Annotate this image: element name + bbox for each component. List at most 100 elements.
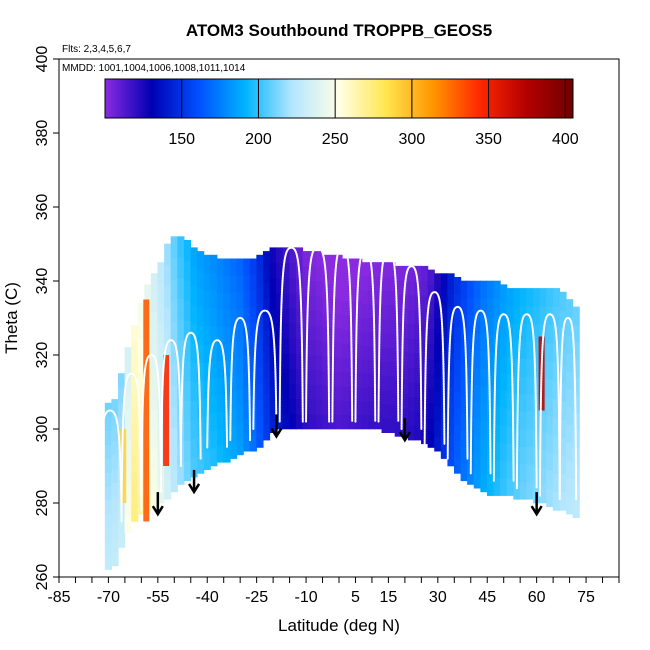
y-axis-label: Theta (C)	[2, 282, 21, 354]
heatmap-cell	[223, 258, 231, 277]
heatmap-cell	[480, 315, 488, 335]
heatmap-cell	[559, 491, 567, 511]
heatmap-cell	[289, 247, 297, 264]
heatmap-cell	[565, 442, 574, 461]
heatmap-cell	[289, 307, 297, 324]
heatmap-cell	[256, 270, 264, 288]
heatmap-cell	[355, 371, 363, 387]
flight-track	[206, 339, 228, 449]
heatmap-cell	[407, 280, 416, 296]
heatmap-cell	[421, 280, 429, 297]
heatmap-cell	[309, 325, 317, 341]
heatmap-cell	[341, 371, 350, 387]
heatmap-cell	[427, 284, 435, 300]
heatmap-cell	[552, 399, 561, 419]
heatmap-cell	[493, 459, 501, 479]
heatmap-cell	[546, 451, 554, 471]
heatmap-cell	[131, 390, 139, 408]
heatmap-cell	[131, 423, 139, 441]
heatmap-cell	[322, 385, 330, 401]
heatmap-cell	[256, 254, 264, 272]
heatmap-cell	[361, 400, 369, 416]
heatmap-cell	[164, 477, 172, 500]
heatmap-cell	[309, 384, 317, 400]
heatmap-cell	[249, 258, 257, 276]
heatmap-cell	[111, 412, 119, 428]
heatmap-cell	[131, 472, 139, 490]
heatmap-cell	[368, 317, 376, 333]
heatmap-cell	[262, 251, 271, 268]
heatmap-cell	[434, 317, 442, 334]
heatmap-cell	[493, 405, 501, 425]
heatmap-cell	[440, 304, 449, 321]
heatmap-cell	[335, 327, 343, 343]
heatmap-cell	[315, 354, 323, 371]
heatmap-cell	[335, 269, 343, 285]
heatmap-cell	[216, 394, 225, 412]
heatmap-cell	[348, 315, 356, 331]
heatmap-cell	[565, 299, 574, 318]
heatmap-cell	[414, 425, 422, 441]
heatmap-cell	[513, 340, 521, 359]
heatmap-cell	[295, 322, 304, 339]
heatmap-cell	[309, 399, 317, 415]
heatmap-cell	[111, 482, 119, 497]
heatmap-cell	[216, 292, 225, 310]
heatmap-cell	[269, 355, 277, 372]
heatmap-cell	[229, 441, 238, 459]
heatmap-cell	[407, 367, 416, 383]
heatmap-cell	[335, 414, 343, 430]
heatmap-cell	[322, 312, 330, 328]
heatmap-cell	[559, 419, 567, 438]
heatmap-cell	[131, 325, 139, 343]
heatmap-cell	[447, 417, 455, 435]
heatmap-cell	[381, 290, 389, 306]
heatmap-cell	[269, 278, 277, 295]
heatmap-cell	[111, 537, 119, 553]
y-axis: 260 280 300 320 340 360 380 400	[34, 46, 59, 590]
heatmap-cell	[388, 304, 396, 320]
heatmap-cell	[150, 351, 159, 372]
heatmap-cell	[131, 504, 139, 522]
heatmap-cell	[453, 358, 462, 376]
heatmap-cell	[572, 324, 580, 343]
heatmap-cell	[328, 254, 337, 270]
heatmap-cell	[117, 532, 126, 548]
heatmap-cell	[414, 410, 422, 426]
heatmap-cell	[183, 440, 192, 462]
heatmap-cell	[407, 265, 416, 281]
heatmap-cell	[170, 449, 178, 471]
heatmap-cell	[315, 280, 323, 297]
heatmap-cell	[183, 280, 192, 301]
heatmap-cell	[552, 454, 561, 474]
heatmap-cell	[401, 379, 409, 395]
heatmap-cell	[460, 280, 468, 298]
flight-track	[538, 313, 561, 497]
heatmap-cell	[111, 426, 119, 442]
heatmap-cell	[309, 251, 317, 267]
heatmap-cell	[473, 453, 481, 472]
heatmap-cell	[124, 470, 132, 487]
heatmap-cell	[361, 331, 369, 347]
heatmap-cell	[480, 351, 488, 370]
heatmap-cell	[170, 236, 178, 259]
heatmap-cell	[124, 501, 132, 518]
heatmap-cell	[506, 357, 514, 376]
heatmap-cell	[341, 272, 350, 288]
heatmap-cell	[414, 367, 422, 383]
heatmap-cell	[256, 383, 264, 400]
heatmap-cell	[407, 425, 416, 441]
heatmap-cell	[177, 339, 185, 361]
heatmap-cell	[276, 307, 284, 324]
heatmap-cell	[552, 306, 561, 326]
heatmap-cell	[513, 375, 521, 395]
heatmap-cell	[322, 370, 330, 386]
heatmap-cell	[526, 375, 534, 395]
heatmap-cell	[453, 309, 462, 327]
heatmap-cell	[506, 478, 514, 496]
heatmap-cell	[216, 411, 225, 429]
heatmap-cell	[282, 262, 290, 279]
heatmap-cell	[315, 295, 323, 311]
heatmap-cell	[229, 425, 238, 443]
heatmap-cell	[282, 322, 290, 339]
